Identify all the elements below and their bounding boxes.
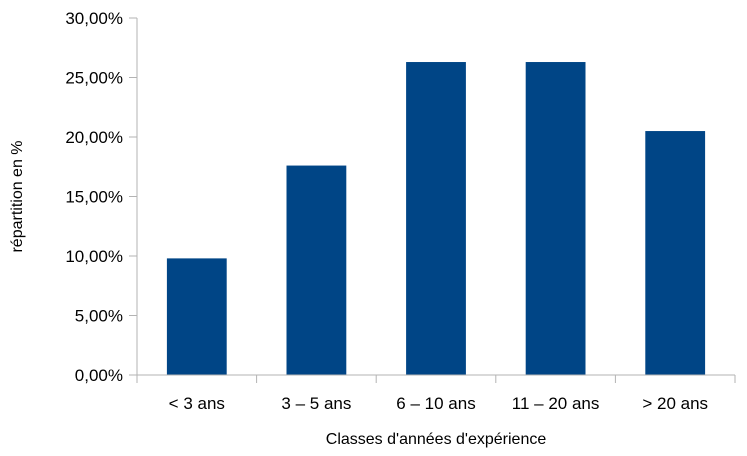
y-tick-label: 30,00% (65, 9, 123, 28)
x-tick-label: > 20 ans (642, 394, 708, 413)
x-axis-ticks (136, 375, 736, 383)
bar (166, 258, 227, 375)
y-axis-title: répartition en % (9, 140, 26, 252)
bars (166, 62, 706, 375)
y-axis-tick-labels: 0,00% 5,00% 10,00% 15,00% 20,00% 25,00% 30,00% (65, 9, 123, 385)
bar (645, 131, 706, 375)
y-tick-label: 0,00% (75, 366, 123, 385)
y-tick-label: 5,00% (75, 307, 123, 326)
bar (406, 62, 466, 375)
y-axis-ticks (129, 17, 137, 376)
x-axis-title: Classes d'années d'expérience (326, 431, 547, 448)
x-tick-label: 6 – 10 ans (396, 394, 475, 413)
x-tick-label: < 3 ans (169, 394, 225, 413)
y-tick-label: 20,00% (65, 128, 123, 147)
y-tick-label: 25,00% (65, 69, 123, 88)
x-tick-label: 11 – 20 ans (512, 394, 600, 413)
y-tick-label: 10,00% (65, 247, 123, 266)
bar (286, 165, 347, 375)
bar (525, 62, 586, 375)
x-axis-tick-labels: < 3 ans 3 – 5 ans 6 – 10 ans 11 – 20 ans > 2… (169, 394, 708, 413)
y-tick-label: 15,00% (65, 188, 123, 207)
x-tick-label: 3 – 5 ans (281, 394, 351, 413)
